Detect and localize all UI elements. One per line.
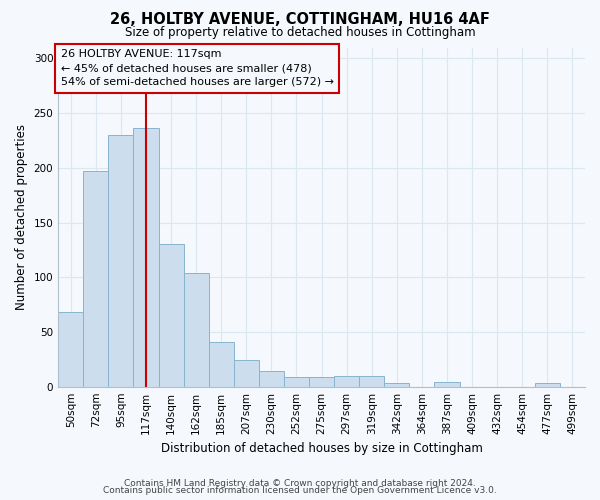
Bar [133,128,158,386]
Text: Contains public sector information licensed under the Open Government Licence v3: Contains public sector information licen… [103,486,497,495]
Bar [434,382,460,386]
Bar [385,384,409,386]
Bar [58,312,83,386]
Bar [334,376,359,386]
Bar [234,360,259,386]
Text: 26 HOLTBY AVENUE: 117sqm
← 45% of detached houses are smaller (478)
54% of semi-: 26 HOLTBY AVENUE: 117sqm ← 45% of detach… [61,49,334,87]
Bar [259,372,284,386]
Text: Size of property relative to detached houses in Cottingham: Size of property relative to detached ho… [125,26,475,39]
Text: Contains HM Land Registry data © Crown copyright and database right 2024.: Contains HM Land Registry data © Crown c… [124,478,476,488]
Bar [284,377,309,386]
Text: 26, HOLTBY AVENUE, COTTINGHAM, HU16 4AF: 26, HOLTBY AVENUE, COTTINGHAM, HU16 4AF [110,12,490,28]
X-axis label: Distribution of detached houses by size in Cottingham: Distribution of detached houses by size … [161,442,482,455]
Bar [309,377,334,386]
Bar [184,273,209,386]
Bar [83,171,109,386]
Bar [535,384,560,386]
Bar [158,244,184,386]
Bar [359,376,385,386]
Y-axis label: Number of detached properties: Number of detached properties [15,124,28,310]
Bar [209,342,234,386]
Bar [109,135,133,386]
